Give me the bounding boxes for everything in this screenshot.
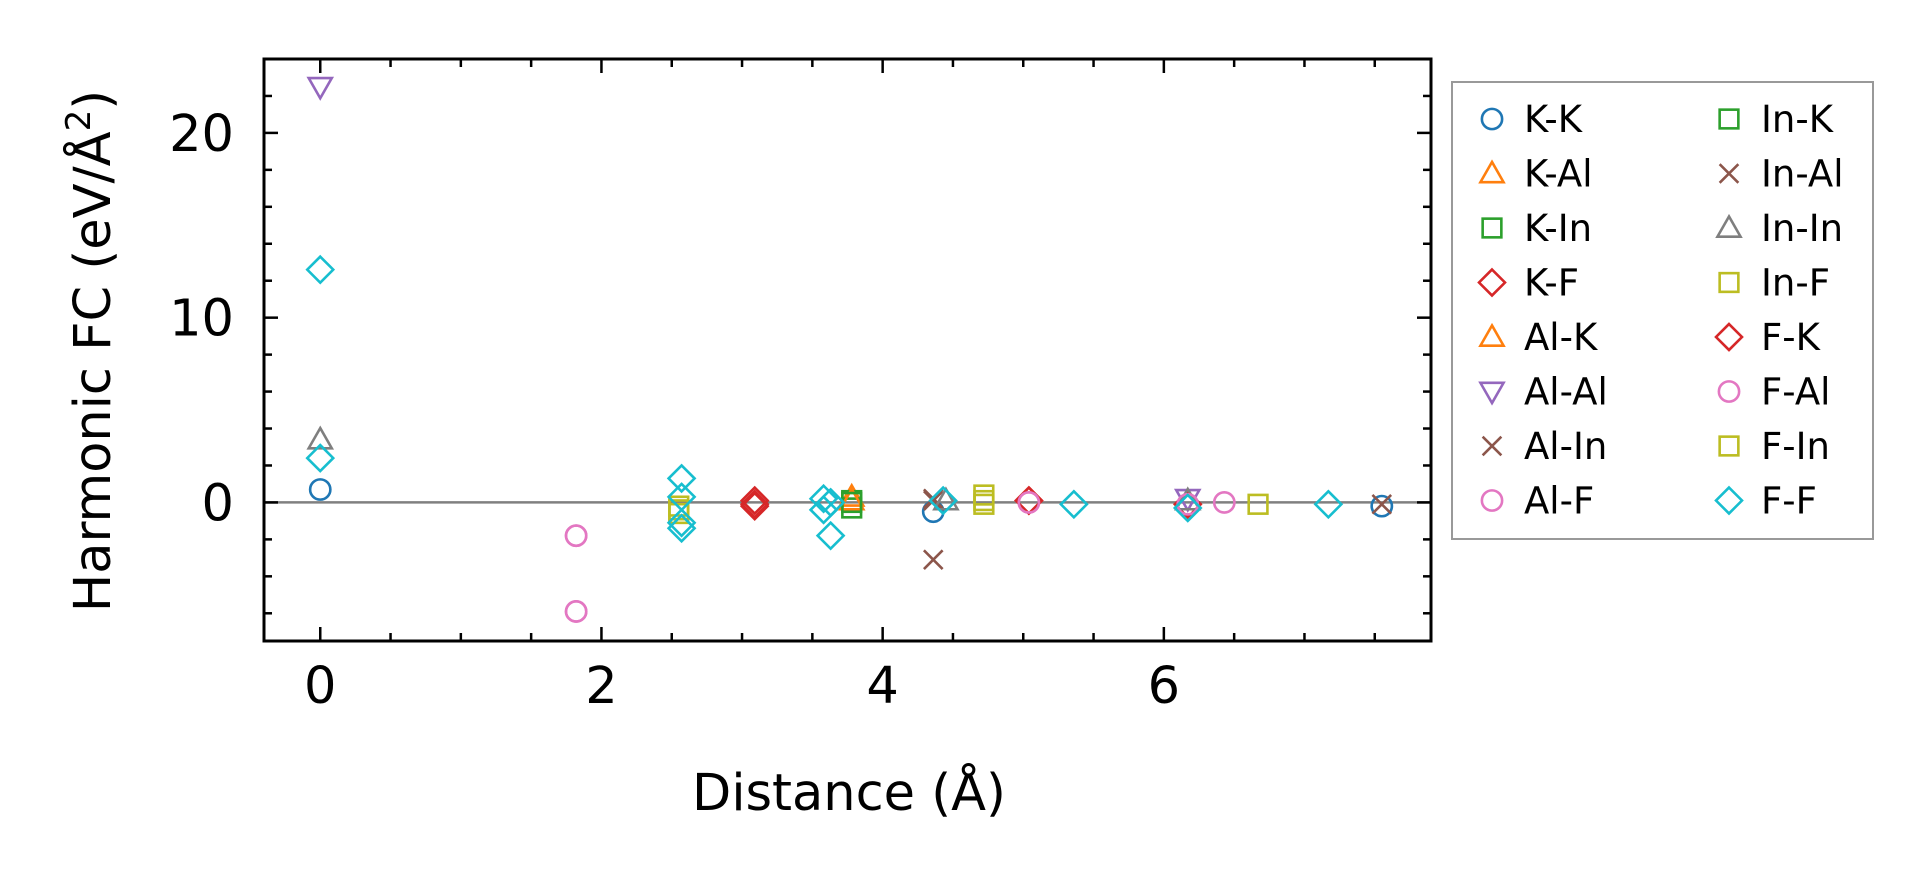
- data-point-f-al: [1017, 491, 1041, 514]
- data-point-k-k: [1370, 494, 1394, 518]
- legend-marker-f-k: [1714, 322, 1744, 352]
- legend-label-in-al: In-Al: [1761, 153, 1844, 196]
- y-tick-label: 10: [169, 290, 234, 349]
- legend-label-f-f: F-F: [1761, 480, 1817, 523]
- data-point-f-f: [815, 520, 846, 551]
- tick-labels: 0 2 4 6 0 10 20: [169, 105, 1180, 716]
- data-point-f-f: [305, 254, 336, 285]
- data-point-f-f: [1172, 493, 1203, 523]
- legend-label-al-k: Al-K: [1524, 316, 1599, 359]
- legend-marker-k-in: [1481, 217, 1503, 239]
- data-point-f-k: [739, 489, 770, 520]
- data-point-f-al: [564, 524, 588, 548]
- legend-marker-f-f: [1714, 485, 1744, 516]
- legend-label-in-k: In-K: [1761, 98, 1835, 141]
- x-axis-label: Distance (Å): [692, 761, 1006, 823]
- legend-marker-in-al: [1718, 163, 1740, 184]
- data-point-f-f: [808, 483, 839, 514]
- legend-label-al-f: Al-F: [1524, 480, 1594, 523]
- legend-marker-f-al: [1717, 380, 1741, 403]
- data-point-al-k: [837, 486, 866, 511]
- legend-label-al-in: Al-In: [1524, 425, 1607, 468]
- data-point-k-f: [739, 491, 770, 521]
- legend: K-K K-Al K-In K-F Al-K Al-Al Al-In Al-F In-K In-A…: [1451, 81, 1874, 540]
- x-tick-label: 6: [1148, 657, 1180, 716]
- legend-marker-k-f: [1477, 267, 1507, 298]
- data-point-f-f: [1313, 489, 1344, 520]
- y-axis-label-suffix: ): [64, 90, 123, 110]
- data-point-k-k: [308, 478, 332, 501]
- data-point-k-f: [739, 485, 770, 516]
- data-point-f-in: [973, 489, 995, 512]
- data-point-in-al: [922, 490, 944, 511]
- y-axis-label-prefix: Harmonic FC (eV/Å: [61, 131, 123, 612]
- data-point-al-in: [1371, 494, 1393, 515]
- legend-label-in-f: In-F: [1761, 262, 1830, 305]
- legend-marker-in-in: [1715, 213, 1743, 238]
- legend-marker-f-in: [1718, 435, 1740, 457]
- legend-marker-al-f: [1480, 489, 1504, 512]
- legend-label-k-al: K-Al: [1524, 153, 1593, 196]
- data-markers: [305, 76, 1394, 623]
- legend-label-k-f: K-F: [1524, 262, 1579, 305]
- data-point-in-in: [306, 425, 335, 450]
- data-point-al-al: [306, 76, 335, 101]
- legend-marker-in-k: [1718, 108, 1740, 130]
- plot-frame: [262, 57, 1433, 643]
- data-point-f-f: [666, 513, 697, 544]
- legend-marker-al-al: [1478, 381, 1506, 406]
- legend-marker-al-k: [1478, 322, 1506, 347]
- data-point-f-f: [808, 495, 839, 525]
- y-tick-label: 20: [169, 105, 234, 164]
- x-tick-label: 4: [866, 657, 898, 716]
- legend-marker-k-al: [1478, 159, 1506, 184]
- data-point-al-in: [922, 549, 944, 570]
- legend-label-in-in: In-In: [1761, 207, 1843, 250]
- data-point-f-f: [666, 463, 697, 494]
- y-axis-label: Harmonic FC (eV/Å2): [59, 90, 123, 612]
- data-point-f-f: [928, 485, 958, 516]
- data-point-f-al: [1212, 491, 1236, 514]
- legend-marker-al-in: [1481, 435, 1503, 457]
- legend-marker-in-f: [1718, 271, 1740, 294]
- data-point-f-in: [1247, 493, 1269, 515]
- legend-frame: [1451, 81, 1874, 540]
- legend-label-f-in: F-In: [1761, 425, 1830, 468]
- data-point-f-al: [564, 600, 588, 623]
- y-tick-label: 0: [202, 474, 234, 533]
- legend-label-al-al: Al-Al: [1524, 371, 1608, 414]
- legend-label-k-in: K-In: [1524, 207, 1592, 250]
- axis-ticks: [264, 57, 1431, 641]
- legend-label-f-k: F-K: [1761, 316, 1822, 359]
- data-point-f-f: [815, 487, 846, 518]
- data-point-f-f: [1059, 489, 1089, 520]
- plot-area: [262, 57, 1433, 643]
- x-tick-label: 2: [585, 657, 617, 716]
- legend-label-k-k: K-K: [1524, 98, 1584, 141]
- data-point-f-f: [666, 507, 697, 538]
- data-point-k-al: [837, 482, 866, 507]
- data-point-f-f: [305, 443, 336, 473]
- y-axis-label-superscript: 2: [59, 110, 99, 132]
- x-tick-label: 0: [304, 657, 336, 716]
- legend-marker-k-k: [1480, 107, 1504, 131]
- legend-label-f-al: F-Al: [1761, 371, 1830, 414]
